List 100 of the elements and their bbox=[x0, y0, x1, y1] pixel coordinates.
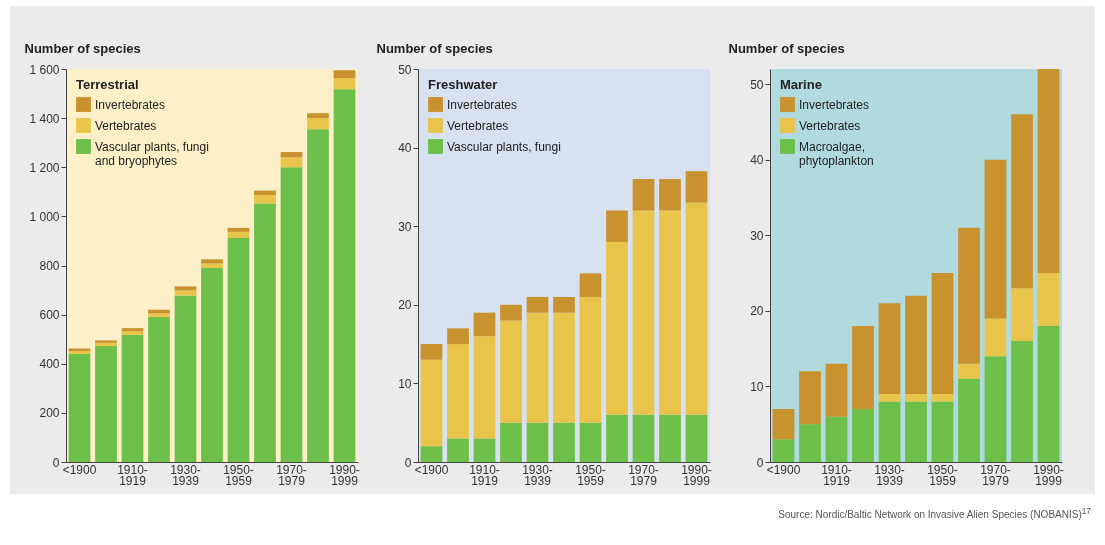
bar bbox=[201, 259, 223, 264]
bar bbox=[632, 210, 655, 415]
bar bbox=[1011, 341, 1033, 462]
legend-label: Invertebrates bbox=[95, 97, 166, 112]
bar bbox=[447, 438, 469, 462]
bar bbox=[772, 439, 795, 462]
y-tick-label: 30 bbox=[398, 219, 412, 234]
bar bbox=[984, 356, 1007, 462]
legend-title: Marine bbox=[780, 77, 822, 92]
bar bbox=[420, 446, 443, 462]
y-tick-label: 1 600 bbox=[29, 62, 60, 77]
y-tick-label: 20 bbox=[398, 298, 412, 313]
y-tick-label: 800 bbox=[39, 259, 60, 273]
bar bbox=[201, 267, 223, 462]
bar bbox=[606, 241, 628, 415]
bar bbox=[307, 113, 329, 119]
y-tick-label: 200 bbox=[39, 406, 60, 421]
bar bbox=[227, 227, 250, 232]
bar bbox=[500, 422, 522, 462]
bar bbox=[174, 295, 197, 462]
x-tick-label: 1910-1919 bbox=[821, 462, 852, 488]
bar bbox=[1011, 288, 1033, 342]
bar bbox=[227, 237, 250, 462]
x-tick-label: 1990-1999 bbox=[681, 462, 712, 488]
bar bbox=[254, 195, 276, 204]
bar bbox=[632, 179, 655, 211]
bar bbox=[931, 273, 954, 394]
y-tick-label: 1 000 bbox=[29, 209, 60, 224]
bar bbox=[905, 393, 927, 402]
bar bbox=[307, 118, 329, 130]
bar bbox=[685, 414, 708, 462]
bar bbox=[95, 342, 117, 347]
x-tick-label: 1970-1979 bbox=[628, 462, 659, 488]
x-tick-label: 1950-1959 bbox=[575, 462, 606, 488]
bar bbox=[1037, 69, 1060, 274]
bar bbox=[931, 393, 954, 402]
bar bbox=[68, 353, 91, 462]
y-tick-label: 40 bbox=[750, 153, 764, 168]
bar bbox=[553, 312, 575, 423]
bar bbox=[632, 414, 655, 462]
bar bbox=[579, 296, 602, 423]
bar bbox=[447, 344, 469, 439]
bar bbox=[606, 414, 628, 462]
bar bbox=[254, 190, 276, 196]
bar bbox=[500, 304, 522, 321]
bar bbox=[500, 320, 522, 423]
bar bbox=[333, 89, 356, 462]
y-tick-label: 50 bbox=[750, 77, 764, 92]
bar bbox=[333, 70, 356, 79]
bar bbox=[307, 129, 329, 462]
y-axis-title: Number of species bbox=[24, 40, 141, 56]
legend-label: Vertebrates bbox=[799, 118, 861, 133]
x-tick-label: <1900 bbox=[62, 462, 97, 477]
x-tick-label: <1900 bbox=[414, 462, 449, 477]
bar bbox=[905, 401, 927, 462]
bar bbox=[825, 363, 848, 417]
x-tick-label: 1970-1979 bbox=[980, 462, 1011, 488]
bar bbox=[579, 273, 602, 297]
bar bbox=[280, 152, 303, 158]
y-tick-label: 50 bbox=[398, 62, 412, 77]
bar bbox=[905, 295, 927, 394]
bar bbox=[148, 317, 170, 462]
bar bbox=[201, 263, 223, 268]
x-tick-label: 1910-1919 bbox=[117, 462, 148, 488]
bar bbox=[473, 336, 496, 439]
bar bbox=[148, 313, 170, 318]
legend-label: Vascular plants, fungi and bryophytes bbox=[95, 139, 209, 168]
y-tick-label: 10 bbox=[398, 376, 412, 391]
y-axis-title: Number of species bbox=[376, 40, 493, 56]
x-tick-label: 1930-1939 bbox=[522, 462, 553, 488]
x-tick-label: 1930-1939 bbox=[170, 462, 201, 488]
bar bbox=[553, 296, 575, 313]
bar bbox=[931, 401, 954, 462]
bar bbox=[526, 422, 549, 462]
bar bbox=[799, 371, 821, 425]
bar bbox=[958, 363, 980, 379]
legend-label: Vascular plants, fungi bbox=[447, 139, 561, 154]
bar bbox=[333, 78, 356, 90]
bar bbox=[685, 202, 708, 415]
bar bbox=[852, 325, 874, 410]
bar bbox=[280, 167, 303, 462]
bar bbox=[958, 227, 980, 364]
x-tick-label: 1950-1959 bbox=[223, 462, 254, 488]
bar bbox=[958, 378, 980, 462]
bar bbox=[553, 422, 575, 462]
y-tick-label: 30 bbox=[750, 228, 764, 243]
bar bbox=[420, 344, 443, 360]
bar bbox=[227, 231, 250, 238]
y-tick-label: 0 bbox=[52, 455, 60, 470]
bar bbox=[799, 424, 821, 462]
legend-label: Vertebrates bbox=[95, 118, 157, 133]
bar bbox=[280, 157, 303, 168]
y-tick-label: 0 bbox=[756, 455, 764, 470]
bar bbox=[473, 312, 496, 337]
legend-label: Invertebrates bbox=[447, 97, 518, 112]
source-note: Source: Nordic/Baltic Network on Invasive Alien Species (NOBANIS)$^{17}$ bbox=[777, 506, 1091, 521]
bar bbox=[852, 409, 874, 462]
x-tick-label: <1900 bbox=[766, 462, 801, 477]
bar bbox=[685, 171, 708, 203]
legend-label: Vertebrates bbox=[447, 118, 509, 133]
